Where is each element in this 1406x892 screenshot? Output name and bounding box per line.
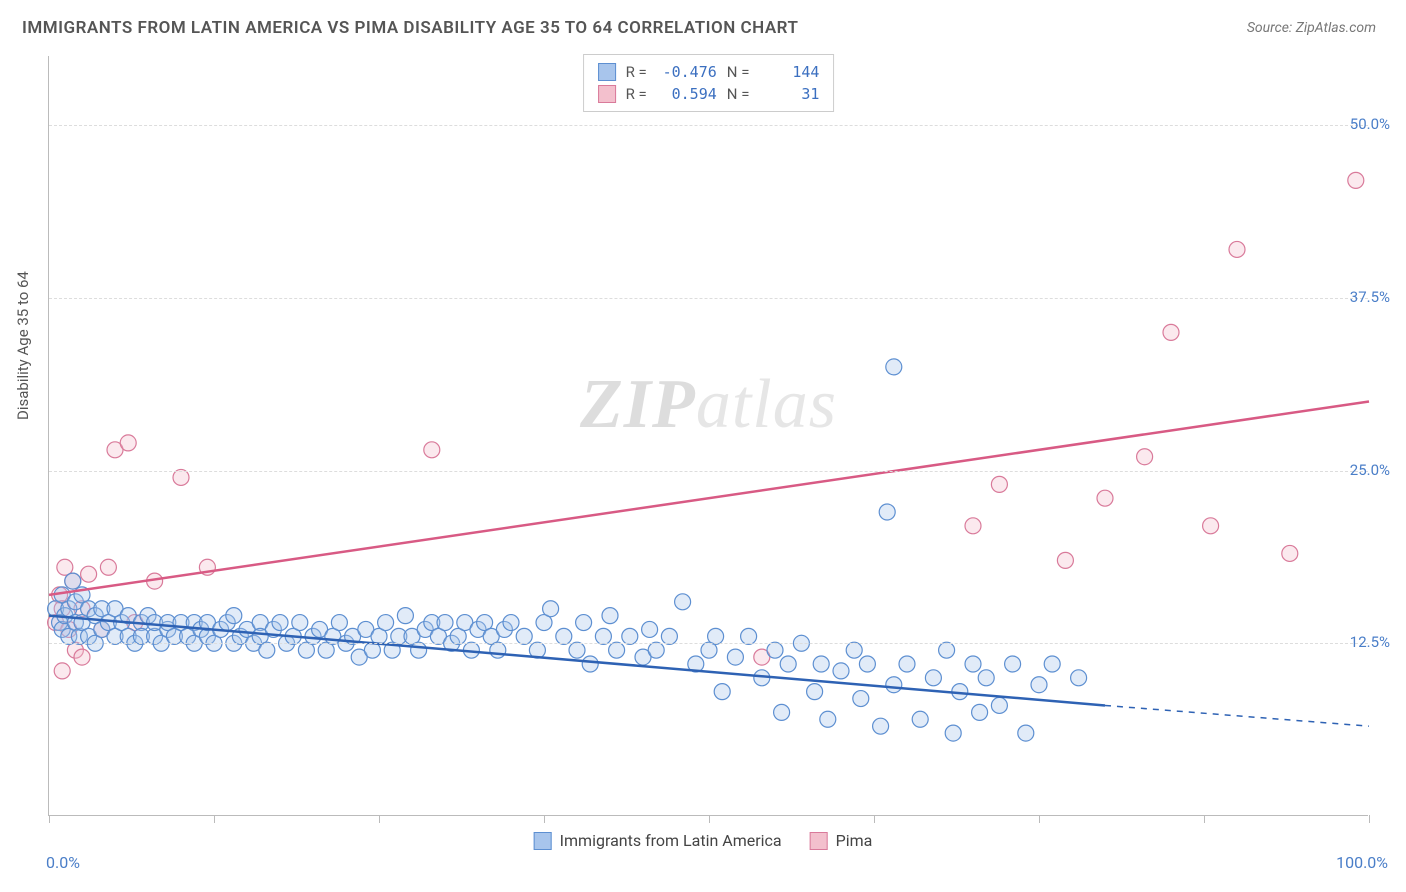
- scatter-point: [292, 615, 308, 631]
- scatter-point: [886, 359, 902, 375]
- scatter-point: [582, 656, 598, 672]
- scatter-point: [886, 677, 902, 693]
- scatter-point: [1005, 656, 1021, 672]
- scatter-point: [1018, 725, 1034, 741]
- scatter-point: [543, 601, 559, 617]
- scatter-point: [675, 594, 691, 610]
- scatter-point: [54, 663, 70, 679]
- scatter-point: [503, 615, 519, 631]
- scatter-point: [1282, 545, 1298, 561]
- scatter-point: [925, 670, 941, 686]
- scatter-point: [833, 663, 849, 679]
- scatter-point: [899, 656, 915, 672]
- legend-label: Pima: [836, 831, 873, 850]
- scatter-point: [741, 628, 757, 644]
- scatter-point: [331, 615, 347, 631]
- scatter-point: [853, 691, 869, 707]
- scatter-point: [774, 704, 790, 720]
- scatter-point: [226, 608, 242, 624]
- y-tick-label: 50.0%: [1350, 115, 1390, 133]
- scatter-point: [556, 628, 572, 644]
- scatter-point: [397, 608, 413, 624]
- scatter-point: [1229, 241, 1245, 257]
- y-tick-label: 12.5%: [1350, 633, 1390, 651]
- scatter-point: [1057, 552, 1073, 568]
- scatter-point: [259, 642, 275, 658]
- trend-line-extrapolated: [1105, 705, 1369, 726]
- scatter-point: [378, 615, 394, 631]
- scatter-point: [1203, 518, 1219, 534]
- scatter-point: [965, 656, 981, 672]
- scatter-point: [173, 469, 189, 485]
- scatter-point: [965, 518, 981, 534]
- scatter-point: [1044, 656, 1060, 672]
- scatter-point: [595, 628, 611, 644]
- scatter-point: [727, 649, 743, 665]
- scatter-point: [813, 656, 829, 672]
- scatter-point: [1348, 172, 1364, 188]
- scatter-point: [714, 684, 730, 700]
- scatter-point: [622, 628, 638, 644]
- y-axis-label: Disability Age 35 to 64: [14, 271, 32, 420]
- trend-line: [49, 401, 1369, 594]
- scatter-point: [820, 711, 836, 727]
- scatter-point: [991, 697, 1007, 713]
- scatter-point: [569, 642, 585, 658]
- legend-item: Pima: [810, 831, 873, 850]
- y-tick-label: 37.5%: [1350, 288, 1390, 306]
- scatter-point: [945, 725, 961, 741]
- scatter-point: [120, 435, 136, 451]
- scatter-svg: [49, 56, 1368, 815]
- scatter-point: [609, 642, 625, 658]
- scatter-point: [272, 615, 288, 631]
- scatter-point: [972, 704, 988, 720]
- scatter-point: [978, 670, 994, 686]
- legend-label: Immigrants from Latin America: [560, 831, 782, 850]
- scatter-point: [490, 642, 506, 658]
- scatter-point: [1071, 670, 1087, 686]
- scatter-point: [100, 559, 116, 575]
- scatter-point: [81, 566, 97, 582]
- scatter-point: [873, 718, 889, 734]
- scatter-point: [991, 476, 1007, 492]
- scatter-point: [642, 621, 658, 637]
- scatter-point: [807, 684, 823, 700]
- y-tick-label: 25.0%: [1350, 461, 1390, 479]
- scatter-point: [1163, 324, 1179, 340]
- scatter-point: [879, 504, 895, 520]
- scatter-point: [437, 615, 453, 631]
- x-min-label: 0.0%: [46, 853, 80, 872]
- legend-series: Immigrants from Latin America Pima: [534, 831, 873, 850]
- swatch-icon: [534, 832, 552, 850]
- plot-area: ZIPatlas R = -0.476 N = 144 R = 0.594 N …: [48, 56, 1368, 816]
- scatter-point: [708, 628, 724, 644]
- scatter-point: [1137, 449, 1153, 465]
- scatter-point: [74, 649, 90, 665]
- scatter-point: [424, 442, 440, 458]
- scatter-point: [859, 656, 875, 672]
- scatter-point: [648, 642, 664, 658]
- scatter-point: [767, 642, 783, 658]
- scatter-point: [65, 573, 81, 589]
- scatter-point: [576, 615, 592, 631]
- scatter-point: [939, 642, 955, 658]
- source-label: Source: ZipAtlas.com: [1247, 20, 1376, 36]
- chart-title: IMMIGRANTS FROM LATIN AMERICA VS PIMA DI…: [22, 18, 798, 38]
- swatch-icon: [810, 832, 828, 850]
- scatter-point: [1031, 677, 1047, 693]
- x-max-label: 100.0%: [1336, 853, 1388, 872]
- scatter-point: [780, 656, 796, 672]
- scatter-point: [411, 642, 427, 658]
- legend-item: Immigrants from Latin America: [534, 831, 782, 850]
- scatter-point: [1097, 490, 1113, 506]
- trend-line: [49, 616, 1105, 706]
- scatter-point: [602, 608, 618, 624]
- scatter-point: [661, 628, 677, 644]
- scatter-point: [912, 711, 928, 727]
- scatter-point: [516, 628, 532, 644]
- chart-container: IMMIGRANTS FROM LATIN AMERICA VS PIMA DI…: [0, 0, 1406, 892]
- scatter-point: [846, 642, 862, 658]
